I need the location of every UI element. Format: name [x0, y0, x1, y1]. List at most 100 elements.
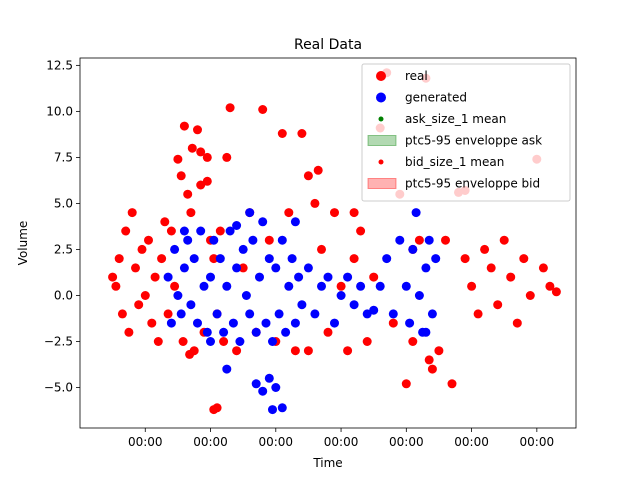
x-tick-label-4: 00:00 [389, 435, 424, 449]
point-generated-32 [268, 337, 277, 346]
point-generated-0 [163, 272, 173, 282]
point-real-81 [499, 235, 509, 245]
point-generated-73 [290, 217, 300, 227]
point-real-91 [212, 403, 222, 413]
y-tick-label-2: 0.0 [54, 288, 73, 302]
point-generated-68 [264, 373, 274, 383]
point-real-67 [408, 337, 418, 346]
point-real-19 [170, 281, 180, 291]
point-generated-5 [179, 263, 189, 273]
point-generated-37 [284, 281, 294, 291]
point-real-77 [473, 309, 483, 319]
point-generated-46 [330, 318, 339, 328]
point-real-54 [323, 327, 333, 337]
point-generated-3 [173, 291, 183, 300]
legend: real generated ask_size_1 mean ptc5-95 enve… [361, 63, 571, 202]
point-generated-15 [212, 309, 222, 319]
point-generated-62 [421, 263, 431, 273]
point-real-99 [313, 165, 323, 175]
legend-patch-3 [367, 135, 397, 146]
point-real-33 [185, 349, 195, 359]
point-real-0 [108, 272, 118, 282]
point-real-97 [222, 152, 232, 162]
point-real-23 [183, 189, 193, 199]
y-tick-label-7: 12.5 [46, 58, 73, 72]
point-real-56 [336, 281, 346, 291]
point-generated-50 [356, 281, 366, 291]
point-generated-23 [238, 244, 248, 254]
point-real-22 [179, 121, 189, 131]
point-real-53 [317, 244, 326, 254]
x-tick-label-6: 00:00 [520, 435, 555, 449]
legend-label-3: ptc5-95 enveloppe ask [405, 134, 542, 148]
point-real-14 [153, 337, 163, 346]
point-real-57 [343, 346, 353, 356]
point-real-58 [349, 254, 359, 264]
x-tick-label-2: 00:00 [258, 435, 293, 449]
y-tick-label-0: −5.0 [44, 381, 73, 395]
y-axis-ticks: −5.0 −2.5 0.0 2.5 5.0 7.5 10.0 12.5 [44, 58, 80, 395]
point-real-12 [147, 318, 157, 328]
point-real-85 [525, 291, 535, 300]
y-tick-label-6: 10.0 [46, 104, 73, 118]
point-real-51 [303, 171, 313, 181]
point-generated-26 [248, 235, 258, 245]
point-real-61 [369, 272, 379, 282]
point-real-31 [209, 254, 219, 264]
point-generated-48 [343, 272, 353, 282]
point-real-82 [506, 272, 516, 282]
point-generated-67 [258, 386, 268, 396]
legend-box [361, 63, 571, 202]
point-real-72 [441, 235, 450, 245]
point-generated-59 [411, 208, 421, 218]
legend-label-4: bid_size_1 mean [405, 155, 504, 169]
point-real-98 [202, 176, 212, 186]
point-real-10 [140, 291, 150, 300]
legend-marker-1 [376, 92, 386, 103]
point-real-87 [538, 263, 548, 273]
point-generated-49 [349, 300, 359, 310]
point-real-41 [238, 263, 248, 273]
x-axis-ticks: 00:00 00:00 00:00 00:00 00:00 00:00 00:00 [128, 428, 554, 449]
point-generated-42 [303, 263, 313, 273]
points-layer [108, 68, 561, 415]
point-generated-60 [414, 291, 424, 300]
point-real-20 [173, 154, 183, 164]
point-generated-56 [401, 281, 411, 291]
point-real-26 [193, 125, 202, 135]
point-real-73 [447, 379, 457, 389]
point-generated-63 [424, 235, 434, 245]
point-generated-17 [219, 327, 229, 337]
point-generated-18 [222, 281, 232, 291]
point-generated-38 [287, 254, 297, 264]
point-real-44 [258, 105, 268, 114]
point-real-88 [545, 281, 555, 291]
point-real-89 [551, 287, 561, 297]
point-generated-75 [206, 337, 215, 346]
point-real-66 [401, 379, 411, 389]
point-generated-47 [336, 291, 346, 300]
y-tick-label-4: 5.0 [54, 196, 73, 210]
point-generated-35 [277, 235, 287, 245]
legend-patch-5 [367, 178, 397, 189]
point-real-37 [215, 226, 225, 236]
point-generated-64 [427, 309, 437, 319]
plot-frame [79, 57, 577, 429]
point-generated-13 [206, 272, 215, 282]
x-tick-label-3: 00:00 [324, 435, 359, 449]
point-real-40 [232, 346, 242, 356]
point-generated-1 [166, 318, 176, 328]
point-real-13 [150, 272, 160, 282]
point-generated-21 [232, 263, 242, 273]
point-real-55 [330, 208, 339, 218]
point-generated-29 [258, 217, 268, 227]
point-generated-77 [232, 221, 242, 230]
point-real-18 [166, 226, 176, 236]
point-real-32 [178, 337, 188, 346]
point-generated-4 [176, 309, 186, 319]
point-real-24 [186, 208, 196, 218]
point-generated-78 [421, 327, 431, 337]
point-real-68 [414, 235, 424, 245]
point-real-59 [356, 226, 366, 236]
point-generated-65 [431, 254, 441, 264]
